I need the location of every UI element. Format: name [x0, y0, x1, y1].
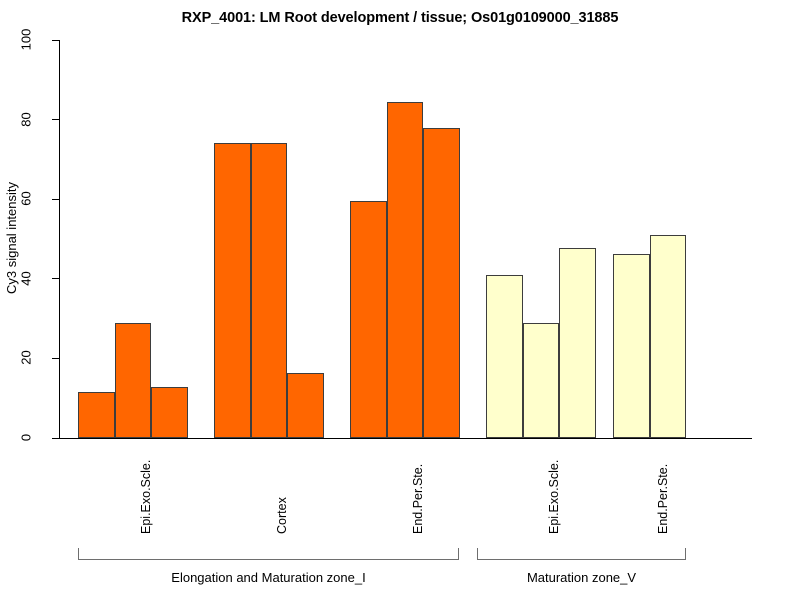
bar	[522, 322, 559, 438]
y-tick-20	[52, 357, 59, 360]
bar	[214, 142, 251, 438]
y-tick-40	[52, 278, 59, 280]
bar	[486, 275, 523, 438]
y-axis-line	[59, 40, 61, 439]
y-tick-label-100: 100	[18, 28, 34, 51]
bar	[559, 247, 596, 438]
y-tick-label-40: 40	[18, 271, 34, 286]
bar	[386, 102, 423, 438]
x-category-label: Epi.Exo.Scle.	[138, 459, 153, 534]
bar	[423, 127, 460, 438]
group-bracket	[78, 548, 459, 560]
bar	[250, 143, 287, 438]
bar	[78, 391, 115, 438]
chart-title: RXP_4001: LM Root development / tissue; …	[181, 10, 619, 26]
bar	[151, 387, 188, 438]
bar	[613, 253, 650, 438]
x-category-label: Epi.Exo.Scle.	[546, 459, 561, 534]
bar	[287, 373, 324, 438]
group-label: Elongation and Maturation zone_I	[171, 570, 366, 585]
bar	[350, 201, 387, 438]
y-tick-80	[52, 119, 59, 121]
x-category-label: End.Per.Ste.	[655, 463, 670, 534]
x-category-label: End.Per.Ste.	[410, 463, 425, 534]
y-tick-label-80: 80	[18, 111, 34, 127]
group-bracket	[477, 548, 686, 560]
y-tick-0	[52, 437, 59, 439]
x-category-label: Cortex	[274, 497, 289, 534]
y-tick-label-60: 60	[18, 191, 34, 206]
bar	[114, 322, 151, 438]
y-tick-100	[52, 39, 59, 41]
y-tick-label-20: 20	[18, 350, 34, 366]
group-label: Maturation zone_V	[526, 570, 637, 585]
y-tick-60	[52, 198, 59, 200]
x-axis-line	[59, 438, 752, 440]
y-tick-label-0: 0	[18, 433, 34, 442]
bar	[649, 234, 686, 438]
